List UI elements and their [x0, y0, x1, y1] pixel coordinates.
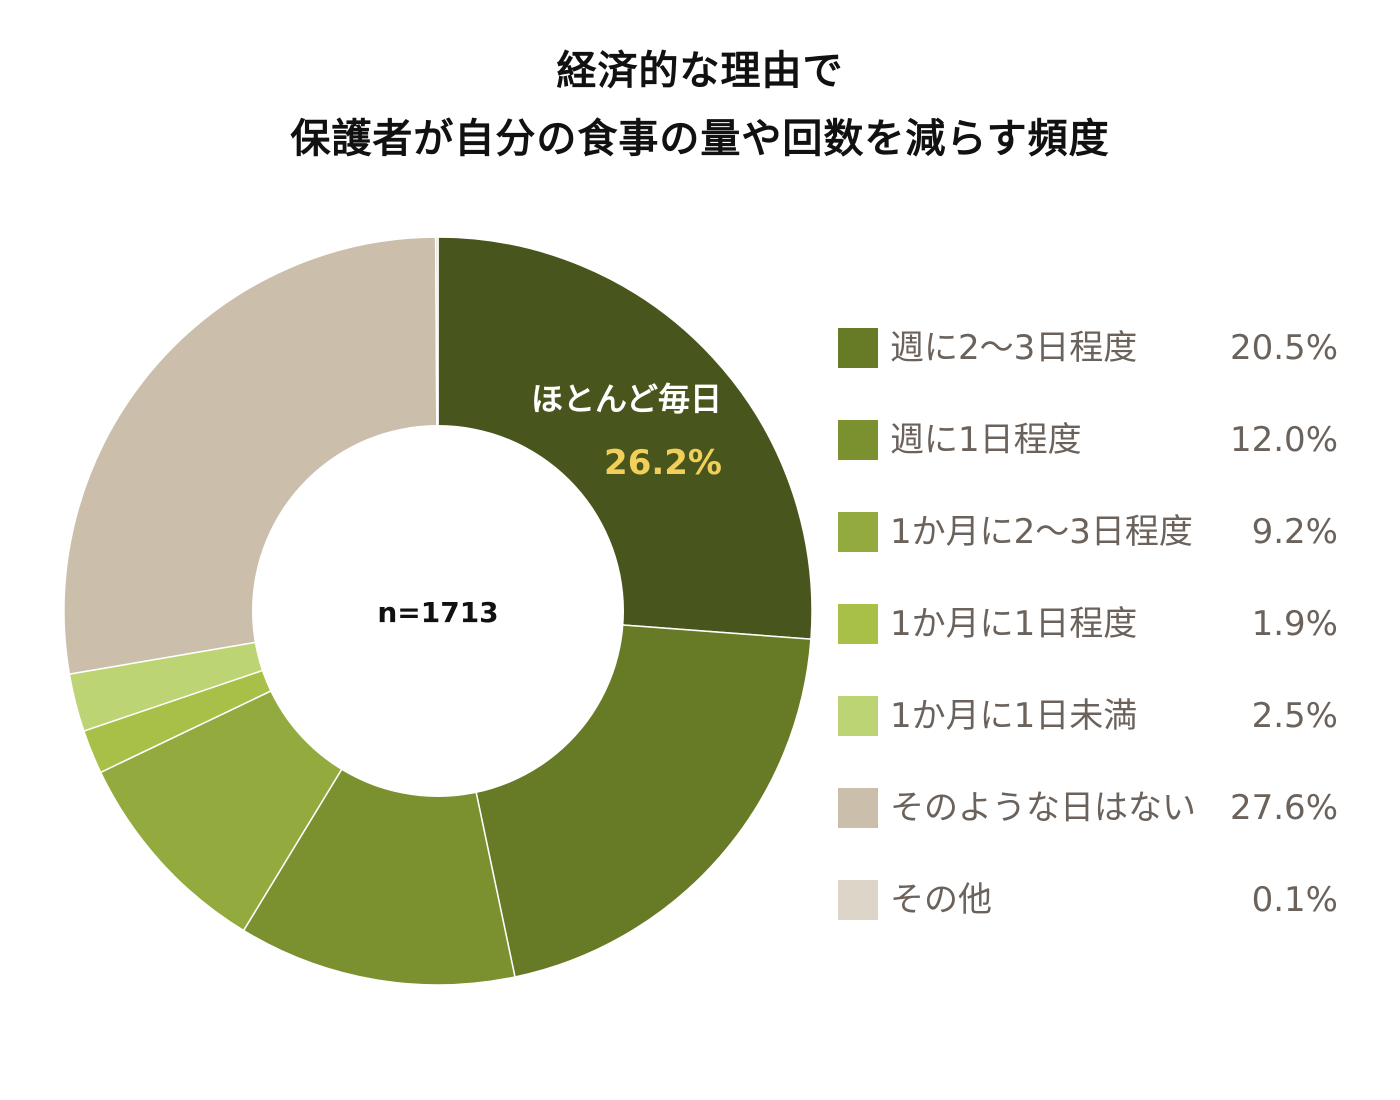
legend-label: 1か月に2〜3日程度 — [890, 512, 1193, 552]
sample-size-label: n=1713 — [377, 596, 498, 629]
legend-label: 1か月に1日未満 — [890, 696, 1138, 736]
legend-label: 1か月に1日程度 — [890, 604, 1138, 644]
legend-value: 2.5% — [1251, 696, 1338, 736]
legend-item: そのような日はない 27.6% — [838, 788, 1358, 828]
legend-item: 週に1日程度 12.0% — [838, 420, 1358, 460]
legend-label: そのような日はない — [890, 788, 1196, 828]
callout-value-label: 26.2% — [604, 443, 722, 483]
legend-item: 週に2〜3日程度 20.5% — [838, 328, 1358, 368]
legend-value: 9.2% — [1251, 512, 1338, 552]
legend-swatch — [838, 604, 878, 644]
legend-value: 20.5% — [1229, 328, 1338, 368]
legend-swatch — [838, 880, 878, 920]
legend-swatch — [838, 696, 878, 736]
legend-value: 0.1% — [1251, 880, 1338, 920]
legend-item: 1か月に1日程度 1.9% — [838, 604, 1358, 644]
legend-item: 1か月に2〜3日程度 9.2% — [838, 512, 1358, 552]
chart-title-line-1: 経済的な理由で — [556, 48, 844, 94]
donut-slice-8 — [434, 236, 439, 612]
legend-swatch — [838, 788, 878, 828]
callout-category-label: ほとんど毎日 — [531, 380, 722, 418]
legend-label: 週に1日程度 — [890, 420, 1082, 460]
legend-value: 12.0% — [1229, 420, 1338, 460]
legend-swatch — [838, 328, 878, 368]
donut-hole — [252, 425, 624, 797]
legend-swatch — [838, 420, 878, 460]
chart-title-line-2: 保護者が自分の食事の量や回数を減らす頻度 — [290, 116, 1110, 162]
legend-item: その他 0.1% — [838, 880, 1358, 920]
legend-value: 27.6% — [1229, 788, 1338, 828]
legend-label: 週に2〜3日程度 — [890, 328, 1138, 368]
legend-swatch — [838, 512, 878, 552]
legend-value: 1.9% — [1251, 604, 1338, 644]
legend-item: 1か月に1日未満 2.5% — [838, 696, 1358, 736]
legend-label: その他 — [890, 880, 992, 920]
